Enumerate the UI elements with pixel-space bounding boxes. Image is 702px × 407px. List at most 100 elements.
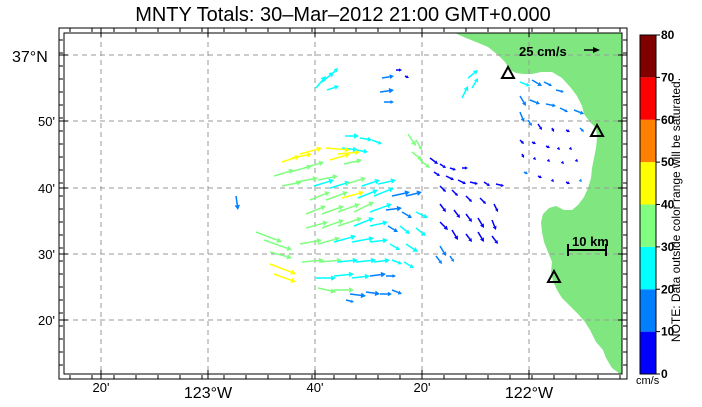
current-vector-head <box>380 271 386 278</box>
current-vector-head <box>333 68 338 73</box>
current-vector <box>385 207 398 211</box>
current-vector <box>341 192 360 199</box>
current-vector-head <box>338 219 344 225</box>
current-vector <box>405 243 415 250</box>
current-vector-head <box>442 164 446 168</box>
frame-ticks <box>59 28 627 379</box>
current-vector <box>373 259 386 263</box>
current-vector <box>415 139 421 147</box>
current-vector <box>351 275 366 279</box>
current-vector-head <box>328 178 334 185</box>
current-vector-head <box>342 191 348 197</box>
current-vector-head <box>374 178 380 185</box>
colorbar-segment <box>640 246 656 290</box>
current-vector-head <box>316 238 322 244</box>
current-vector <box>389 243 397 249</box>
current-vector <box>531 79 539 85</box>
current-vector <box>545 103 553 107</box>
current-vector <box>543 81 550 86</box>
current-vector <box>399 225 407 232</box>
current-vector-head <box>397 290 402 295</box>
current-vector <box>477 231 483 239</box>
colorbar-tick-label: 60 <box>661 113 675 127</box>
current-vector-head <box>410 140 416 146</box>
current-vector <box>329 182 346 189</box>
current-vector-head <box>377 140 382 145</box>
current-vector-head <box>532 141 536 145</box>
current-vector-head <box>388 88 394 94</box>
current-vector <box>457 179 464 184</box>
reference-vector: 25 cm/s <box>519 44 600 59</box>
current-vector <box>545 145 548 148</box>
current-vector <box>337 218 358 227</box>
current-vector <box>329 70 336 77</box>
current-vector <box>369 222 384 227</box>
current-vector-head <box>520 117 525 122</box>
current-vector-head <box>443 225 448 230</box>
current-vector-head <box>465 166 468 170</box>
current-vector-head <box>312 176 318 182</box>
current-vector-head <box>479 223 484 228</box>
current-vector <box>451 189 457 195</box>
current-vector <box>333 236 352 243</box>
current-vector <box>381 75 390 79</box>
current-vector <box>477 217 483 225</box>
current-vector <box>579 127 583 131</box>
current-vector <box>387 225 395 231</box>
current-vector <box>439 221 446 228</box>
current-vector-head <box>473 78 478 83</box>
current-vector-head <box>286 254 292 260</box>
scale-bar-label: 10 km <box>572 234 609 249</box>
current-vector <box>333 273 350 277</box>
current-vector-head <box>276 237 282 243</box>
current-vector-head <box>386 203 392 209</box>
current-vector <box>371 139 379 144</box>
current-vector-head <box>417 145 422 150</box>
current-vector <box>329 154 346 161</box>
current-vector-head <box>368 201 374 207</box>
current-vector <box>353 203 370 213</box>
current-vector-head <box>566 181 570 185</box>
current-vector-head <box>352 146 358 153</box>
current-vector-head <box>382 237 388 244</box>
map-frame <box>63 32 623 375</box>
current-vector-head <box>374 290 380 296</box>
current-vector-head <box>399 68 402 72</box>
current-vector <box>537 123 541 128</box>
current-vector <box>369 205 388 213</box>
current-vector-head <box>352 257 358 264</box>
current-vector <box>519 81 527 86</box>
current-vector <box>391 259 399 264</box>
current-vector-head <box>535 100 540 105</box>
current-vector-head <box>521 101 526 106</box>
current-vector-head <box>390 178 396 184</box>
colorbar-tick-label: 40 <box>661 198 675 212</box>
current-vector <box>419 159 427 166</box>
current-vector-head <box>548 83 552 87</box>
current-vector <box>343 160 358 165</box>
current-vector <box>355 259 372 263</box>
current-vector-head <box>412 246 418 252</box>
current-vector <box>369 239 384 243</box>
current-vector <box>353 219 370 227</box>
current-vector-head <box>546 158 550 162</box>
current-vector-head <box>500 183 504 187</box>
current-vector <box>445 175 452 180</box>
current-vector-head <box>290 269 296 275</box>
current-vector-head <box>358 190 364 196</box>
current-vector <box>559 107 566 112</box>
map-title: MNTY Totals: 30–Mar–2012 21:00 GMT+0.000 <box>135 4 551 26</box>
current-vector <box>439 203 445 210</box>
current-vector <box>433 171 438 175</box>
current-vector <box>461 89 467 99</box>
current-vector-head <box>424 163 430 168</box>
current-vector <box>309 193 326 201</box>
colorbar-segment <box>640 331 656 374</box>
current-vector-head <box>556 146 560 150</box>
current-vector <box>337 151 356 155</box>
current-vector-head <box>360 176 366 183</box>
lat-label: 40' <box>38 181 55 196</box>
current-vector-head <box>286 245 292 251</box>
current-vector <box>303 162 320 169</box>
current-vector-head <box>404 190 410 196</box>
